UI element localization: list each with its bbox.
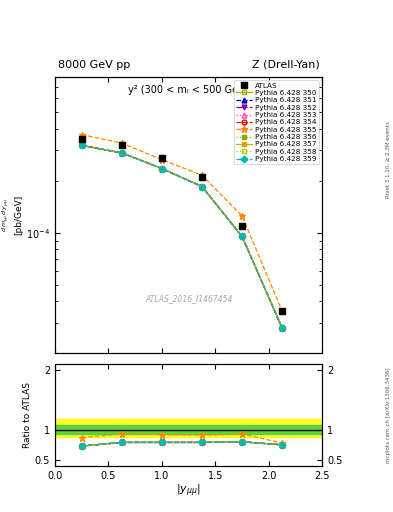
X-axis label: $|y_{\mu\mu}|$: $|y_{\mu\mu}|$ — [176, 482, 201, 499]
ATLAS — [79, 136, 84, 142]
Text: 8000 GeV pp: 8000 GeV pp — [58, 60, 130, 70]
Text: Z (Drell-Yan): Z (Drell-Yan) — [252, 60, 320, 70]
Legend: ATLAS, Pythia 6.428 350, Pythia 6.428 351, Pythia 6.428 352, Pythia 6.428 353, P: ATLAS, Pythia 6.428 350, Pythia 6.428 35… — [234, 80, 319, 164]
Y-axis label: $\frac{d^2\sigma}{d\,m_{\mu\mu}\,d\,y_{\mu\mu}}$
[pb/GeV]: $\frac{d^2\sigma}{d\,m_{\mu\mu}\,d\,y_{\… — [0, 195, 23, 235]
Y-axis label: Ratio to ATLAS: Ratio to ATLAS — [23, 382, 32, 447]
ATLAS — [280, 308, 285, 314]
Line: ATLAS: ATLAS — [79, 136, 285, 314]
ATLAS — [119, 142, 124, 148]
ATLAS — [240, 222, 244, 228]
ATLAS — [160, 155, 164, 161]
Text: ATLAS_2016_I1467454: ATLAS_2016_I1467454 — [145, 294, 232, 304]
Text: y² (300 < mₗ < 500 GeV): y² (300 < mₗ < 500 GeV) — [129, 85, 249, 95]
Text: mcplots.cern.ch [arXiv:1306.3436]: mcplots.cern.ch [arXiv:1306.3436] — [386, 367, 391, 462]
ATLAS — [200, 174, 204, 180]
Text: Rivet 3.1.10, ≥ 2.3M events: Rivet 3.1.10, ≥ 2.3M events — [386, 121, 391, 198]
